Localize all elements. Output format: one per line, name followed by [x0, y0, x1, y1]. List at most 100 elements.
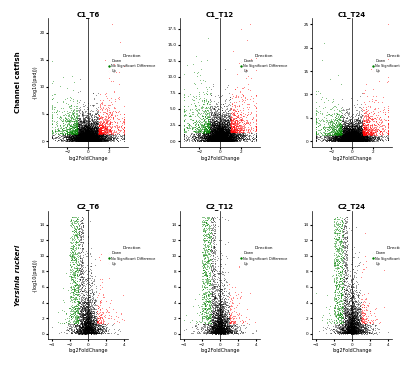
Point — [84, 325, 90, 331]
Point — [226, 132, 233, 138]
Point — [70, 289, 76, 295]
Point — [350, 306, 357, 312]
Point — [84, 137, 90, 143]
Point — [62, 124, 68, 130]
Point — [344, 314, 350, 320]
Point — [86, 138, 93, 144]
Point — [348, 123, 355, 128]
Point — [86, 326, 93, 332]
Point — [331, 222, 338, 228]
Point — [347, 135, 353, 141]
Point — [216, 137, 222, 142]
Point — [209, 132, 215, 138]
Point — [216, 125, 222, 131]
Point — [88, 128, 94, 134]
Point — [352, 138, 358, 144]
Point — [344, 133, 351, 139]
Point — [224, 131, 231, 137]
Point — [218, 298, 224, 304]
Point — [90, 132, 97, 138]
Point — [216, 330, 223, 336]
Point — [95, 135, 101, 141]
Point — [348, 133, 355, 139]
Point — [93, 125, 99, 131]
Point — [73, 128, 79, 134]
Point — [227, 134, 233, 139]
Point — [217, 134, 224, 140]
Point — [343, 126, 350, 132]
Point — [223, 133, 229, 139]
Point — [357, 322, 363, 328]
Point — [219, 317, 226, 323]
Point — [74, 133, 80, 139]
Point — [209, 136, 216, 142]
Point — [82, 328, 88, 334]
Point — [346, 136, 352, 142]
Point — [350, 313, 356, 319]
Point — [94, 110, 100, 116]
Point — [370, 331, 376, 337]
Point — [339, 133, 346, 139]
Point — [81, 280, 88, 286]
Point — [85, 133, 91, 139]
Point — [358, 129, 365, 135]
Point — [357, 137, 363, 143]
Point — [346, 306, 352, 312]
Point — [210, 120, 217, 126]
Point — [336, 283, 343, 289]
Point — [343, 303, 350, 308]
Point — [348, 310, 354, 315]
Point — [215, 136, 221, 142]
Point — [234, 311, 240, 317]
Point — [79, 307, 85, 313]
Point — [100, 328, 106, 334]
Point — [89, 135, 96, 141]
Point — [328, 133, 335, 139]
Point — [91, 136, 97, 142]
Point — [76, 121, 82, 127]
Point — [351, 327, 358, 332]
Point — [223, 131, 230, 137]
Point — [211, 132, 218, 138]
Point — [98, 134, 105, 139]
Point — [218, 282, 225, 287]
Point — [339, 291, 346, 297]
Point — [108, 137, 114, 142]
Point — [333, 134, 339, 139]
Point — [203, 220, 210, 226]
Point — [218, 120, 225, 126]
Point — [219, 138, 225, 144]
Point — [350, 292, 356, 298]
Point — [347, 323, 353, 328]
Point — [204, 111, 211, 117]
Point — [193, 131, 199, 137]
Point — [79, 301, 85, 307]
Point — [206, 239, 213, 245]
Point — [88, 138, 94, 144]
Point — [348, 137, 354, 143]
Point — [218, 137, 224, 143]
Point — [368, 129, 374, 135]
Point — [335, 227, 342, 233]
Point — [91, 312, 97, 318]
Point — [89, 138, 96, 144]
Point — [48, 105, 55, 111]
Point — [349, 135, 356, 141]
Point — [213, 133, 220, 139]
Point — [330, 131, 337, 137]
Point — [344, 319, 351, 325]
Point — [347, 135, 354, 141]
Point — [357, 137, 363, 143]
Point — [356, 328, 362, 334]
Point — [106, 107, 112, 113]
Point — [359, 131, 366, 137]
Point — [339, 132, 346, 138]
Point — [344, 123, 351, 128]
Point — [340, 127, 347, 133]
Point — [76, 137, 82, 142]
Point — [232, 112, 238, 118]
Point — [216, 138, 222, 144]
Point — [82, 138, 88, 144]
Point — [83, 135, 90, 141]
Point — [208, 131, 214, 137]
